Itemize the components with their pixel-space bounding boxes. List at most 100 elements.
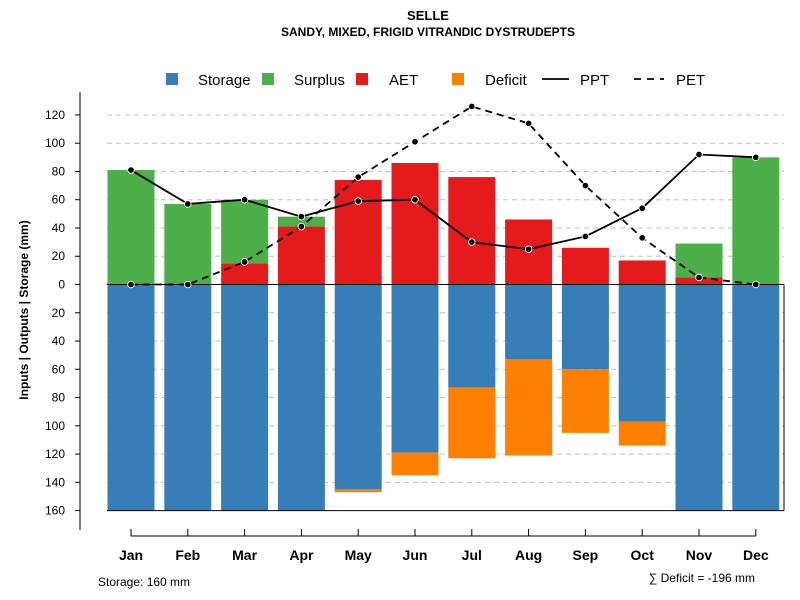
bar-surplus xyxy=(732,157,780,285)
pet-line-point xyxy=(524,119,533,128)
legend-label-surplus: Surplus xyxy=(294,72,345,89)
chart-title: SELLE xyxy=(407,8,449,23)
ppt-line-point xyxy=(297,212,306,221)
x-tick-label: Nov xyxy=(686,547,713,563)
bar-deficit xyxy=(391,452,439,476)
pet-line-point xyxy=(127,280,135,289)
ppt-line-point xyxy=(752,153,760,162)
pet-line-point xyxy=(411,138,419,146)
bar-surplus xyxy=(675,243,723,278)
footnote-storage: Storage: 160 mm xyxy=(98,575,190,589)
bar-deficit xyxy=(448,387,496,459)
ppt-line-point xyxy=(524,245,533,253)
bar-surplus xyxy=(107,170,155,285)
bar-storage xyxy=(561,284,609,370)
x-tick-label: Apr xyxy=(289,547,314,563)
bar-aet xyxy=(221,263,269,285)
x-tick-label: May xyxy=(345,547,372,563)
ppt-line-point xyxy=(354,197,362,205)
bar-storage xyxy=(277,284,325,511)
bar-deficit xyxy=(618,421,666,446)
ppt-line-point xyxy=(411,195,419,204)
y-tick-label: 100 xyxy=(45,419,65,433)
ppt-line-point xyxy=(468,238,476,246)
bar-storage xyxy=(391,284,439,453)
bar-surplus xyxy=(277,216,325,227)
pet-line-point xyxy=(354,173,362,181)
y-tick-label: 60 xyxy=(52,193,66,207)
y-tick-label: 140 xyxy=(45,475,65,489)
pet-line-point xyxy=(297,222,306,231)
legend-swatch-storage xyxy=(166,73,178,85)
bar-storage xyxy=(675,284,723,511)
pet-line xyxy=(131,105,756,286)
y-tick-label: 40 xyxy=(52,221,66,235)
legend-swatch-deficit xyxy=(452,73,464,85)
x-tick-label: Jun xyxy=(403,547,428,563)
x-tick-label: Jul xyxy=(462,547,482,563)
bar-storage xyxy=(448,284,496,388)
ppt-line-point xyxy=(581,232,590,241)
pet-line-point xyxy=(240,258,249,266)
pet-line-point xyxy=(695,273,703,282)
pet-line-point xyxy=(638,234,646,242)
legend-label-storage: Storage xyxy=(198,72,251,89)
chart-subtitle: SANDY, MIXED, FRIGID VITRANDIC DYSTRUDEP… xyxy=(281,25,575,39)
ppt-line-point xyxy=(638,204,646,212)
legend: Storage Surplus AET Deficit PPT PET xyxy=(166,72,705,89)
pet-line-point xyxy=(468,102,476,111)
x-tick-label: Feb xyxy=(175,547,200,563)
bar-storage xyxy=(505,284,553,360)
legend-label-pet: PET xyxy=(676,72,705,89)
x-tick-label: Aug xyxy=(515,547,542,563)
y-tick-label: 60 xyxy=(52,362,66,376)
ppt-line-point xyxy=(695,150,703,159)
bar-surplus xyxy=(164,203,212,285)
legend-label-aet: AET xyxy=(389,72,418,89)
bar-deficit xyxy=(334,489,382,493)
bar-aet xyxy=(334,179,382,285)
y-tick-label: 80 xyxy=(52,164,66,178)
y-tick-label: 100 xyxy=(45,136,65,150)
bar-storage xyxy=(618,284,666,422)
y-tick-label: 80 xyxy=(52,391,66,405)
pet-line-point xyxy=(752,280,760,289)
ppt-line-point xyxy=(127,166,135,174)
y-tick-label: 120 xyxy=(45,108,65,122)
x-tick-label: Jan xyxy=(119,547,143,563)
bar-storage xyxy=(732,284,780,511)
pet-line-point xyxy=(581,181,590,190)
footnote-deficit: ∑ Deficit = -196 mm xyxy=(649,571,755,585)
y-tick-label: 20 xyxy=(52,249,66,263)
series-lines xyxy=(127,102,760,289)
bar-storage xyxy=(334,284,382,490)
bar-aet xyxy=(391,162,439,285)
y-axis-label: Inputs | Outputs | Storage (mm) xyxy=(17,220,31,399)
bars xyxy=(107,157,780,511)
legend-label-ppt: PPT xyxy=(580,72,609,89)
legend-label-deficit: Deficit xyxy=(485,72,528,89)
bar-aet xyxy=(277,226,325,285)
x-tick-label: Dec xyxy=(743,547,769,563)
y-tick-label: 20 xyxy=(52,306,66,320)
bar-storage xyxy=(107,284,155,511)
y-tick-label: 160 xyxy=(45,504,65,518)
x-tick-label: Oct xyxy=(631,547,655,563)
ppt-line xyxy=(130,153,756,251)
bar-aet xyxy=(618,260,666,285)
legend-swatch-aet xyxy=(356,73,368,85)
bar-surplus xyxy=(221,199,269,264)
ppt-line-point xyxy=(240,195,249,204)
x-tick-label: Mar xyxy=(232,547,257,563)
y-tick-label: 40 xyxy=(52,334,66,348)
gridlines xyxy=(107,114,784,483)
x-tick-label: Sep xyxy=(573,547,599,563)
y-tick-label: 120 xyxy=(45,447,65,461)
pet-line-point xyxy=(184,280,192,289)
ppt-line-point xyxy=(184,200,192,208)
bar-storage xyxy=(221,284,269,511)
y-tick-label: 0 xyxy=(58,278,65,292)
bar-aet xyxy=(561,247,609,285)
axes: 120 100 80 60 40 20 0 20 40 60 80 100 120 140 160 Jan Fe… xyxy=(45,92,785,563)
